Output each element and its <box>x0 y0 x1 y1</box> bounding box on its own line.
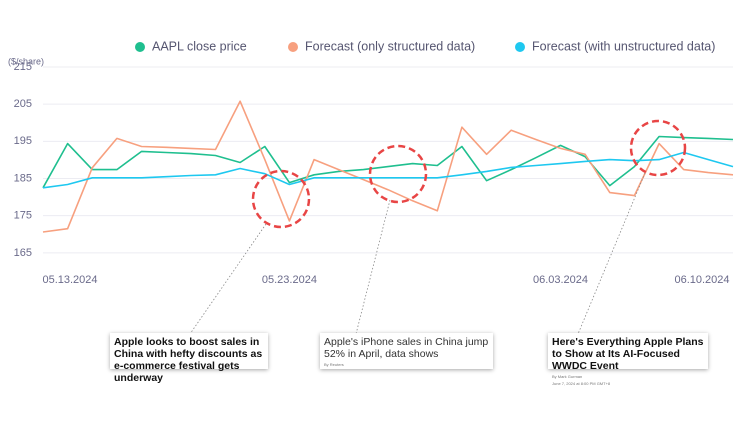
y-tick-label: 185 <box>14 172 32 184</box>
series-line <box>42 135 734 189</box>
connector <box>577 172 646 335</box>
highlight-circle <box>368 144 428 204</box>
y-unit: ($/share) <box>8 56 44 66</box>
headline: Apple looks to boost sales in China with… <box>114 336 263 384</box>
x-tick-label: 05.13.2024 <box>42 274 97 286</box>
headline: Here's Everything Apple Plans to Show at… <box>552 336 704 372</box>
highlight-circle <box>251 169 311 229</box>
connector <box>189 223 267 335</box>
x-tick-label: 06.03.2024 <box>533 274 588 286</box>
legend-swatch <box>515 42 525 52</box>
plot: 165 175 185 195 205 215 05.13.2024 05.23.2024 06… <box>14 39 734 286</box>
date: June 7, 2024 at 8:00 PM GMT+8 <box>552 381 611 386</box>
news-card: Apple looks to boost sales in China with… <box>110 333 268 384</box>
y-tick-label: 165 <box>14 247 32 259</box>
x-tick-label: 06.10.2024 <box>674 274 729 286</box>
x-tick-label: 05.23.2024 <box>262 274 317 286</box>
y-tick-label: 195 <box>14 135 32 147</box>
highlight-circle <box>629 119 687 177</box>
news-card: Apple's iPhone sales in China jump 52% i… <box>320 333 493 369</box>
byline: By Mark Gurman <box>552 374 583 379</box>
headline: Apple's iPhone sales in China jump 52% i… <box>324 336 489 360</box>
connectors <box>189 172 646 335</box>
series-line <box>42 100 734 233</box>
legend-text: AAPL close price <box>152 39 247 53</box>
legend-swatch <box>135 42 145 52</box>
y-tick-label: 175 <box>14 210 32 222</box>
connector <box>355 199 391 335</box>
legend-text: Forecast (with unstructured data) <box>532 39 715 53</box>
y-tick-label: 205 <box>14 98 32 110</box>
legend-swatch <box>288 42 298 52</box>
y-tick-label: 215 <box>14 61 32 73</box>
annotation-markers <box>251 119 687 229</box>
legend-text: Forecast (only structured data) <box>305 39 475 53</box>
news-card: Here's Everything Apple Plans to Show at… <box>548 333 708 386</box>
series-line <box>42 151 734 189</box>
byline: By Reuters <box>324 362 344 367</box>
